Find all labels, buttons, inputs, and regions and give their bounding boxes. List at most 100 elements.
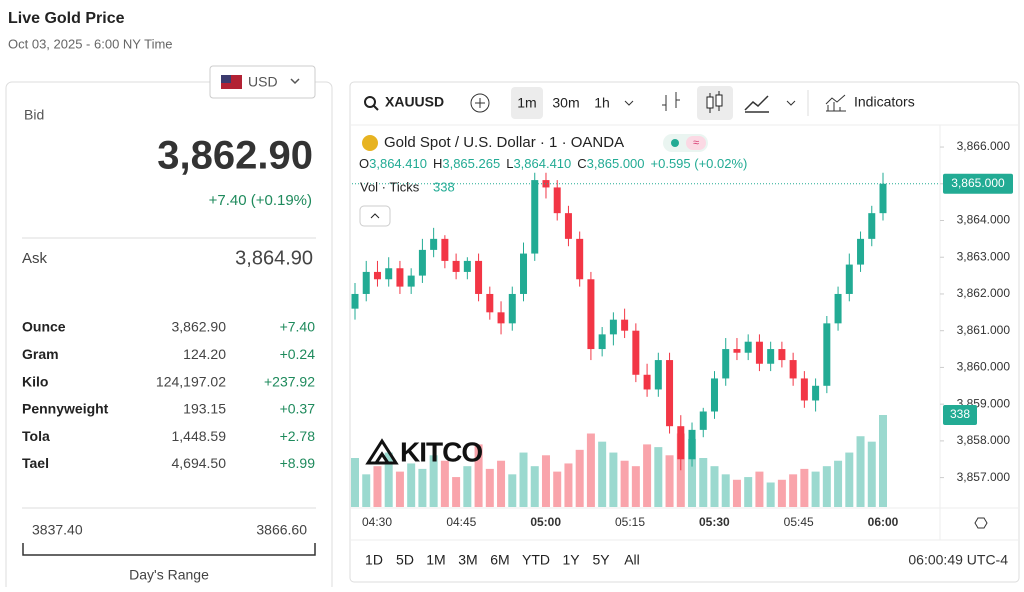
volume-bar <box>879 415 887 507</box>
bar-style-icon[interactable] <box>662 92 680 111</box>
candle-body <box>531 180 539 254</box>
candle-icon <box>715 94 723 107</box>
candle-body <box>621 319 629 331</box>
volume-label: Vol · Ticks <box>360 179 420 194</box>
ohlc-key: O <box>359 156 369 171</box>
candle-body <box>834 293 842 324</box>
candle-body <box>778 349 786 361</box>
x-tick-label: 05:15 <box>615 515 645 529</box>
area-icon[interactable] <box>744 95 769 113</box>
candle-body <box>486 293 494 313</box>
chevron[interactable] <box>786 100 796 106</box>
volume-bar <box>856 436 865 507</box>
unit-price: 193.15 <box>183 401 226 417</box>
candle-body <box>351 293 359 309</box>
ohlc-key: L <box>506 156 513 171</box>
unit-change: +2.78 <box>280 428 316 444</box>
candle-body <box>362 271 370 294</box>
volume-bar <box>620 460 629 507</box>
ohlc-value: 3,865.265 <box>442 156 500 171</box>
volume-bar <box>609 452 618 507</box>
symbol[interactable]: XAUUSD <box>385 94 444 110</box>
candle-body <box>609 319 617 335</box>
volume-bar <box>373 466 382 507</box>
range-bar <box>22 543 316 556</box>
volume-bar <box>800 468 809 507</box>
range-button[interactable]: 1Y <box>562 552 580 568</box>
range-high: 3866.60 <box>256 522 307 538</box>
volume-bar <box>508 474 517 507</box>
range-button[interactable]: 1M <box>426 552 445 568</box>
search-icon[interactable] <box>364 96 376 108</box>
range-button[interactable]: All <box>624 552 640 568</box>
last-price-badge <box>943 173 1013 194</box>
volume-bar <box>665 455 674 507</box>
interval[interactable]: 1m <box>517 95 536 111</box>
volume-legend: 338 <box>433 179 455 194</box>
quote-panel <box>5 81 333 592</box>
volume-bar <box>744 477 753 507</box>
volume-bar <box>474 444 483 507</box>
range-button[interactable]: 6M <box>490 552 509 568</box>
volume-bar <box>530 466 539 507</box>
candle-body <box>463 260 471 272</box>
candle-body <box>373 271 381 280</box>
range-button[interactable]: 3M <box>458 552 477 568</box>
volume-bar <box>407 463 416 507</box>
candle-body <box>823 323 831 386</box>
candle-body <box>564 213 572 239</box>
range-button[interactable]: 5Y <box>592 552 610 568</box>
volume-bar <box>822 466 831 507</box>
candle-body <box>418 249 426 276</box>
volume-bar <box>643 444 652 507</box>
range-label: Day's Range <box>129 567 209 583</box>
ohlc-legend: O3,864.410 H3,865.265 L3,864.410 C3,865.000… <box>359 156 747 171</box>
watermark: KITCO <box>400 436 482 467</box>
volume-badge-label: 338 <box>950 407 970 421</box>
unit-price: 3,862.90 <box>172 319 227 335</box>
unit-table: Ounce 3,862.90 +7.40 Gram 124.20 +0.24 Kilo 124… <box>22 319 315 472</box>
unit-price: 124,197.02 <box>156 373 226 389</box>
range-button[interactable]: 1D <box>365 552 383 568</box>
candle-body <box>587 279 595 350</box>
collapse-button[interactable] <box>359 205 391 227</box>
candle-body <box>812 385 820 401</box>
chevron[interactable] <box>624 100 634 106</box>
currency-select[interactable] <box>209 65 316 99</box>
volume-bar <box>497 460 506 507</box>
y-tick-label: 3,861.000 <box>957 323 1011 337</box>
indicators-icon[interactable] <box>825 94 846 112</box>
settings-icon[interactable] <box>974 517 988 529</box>
candle-body <box>710 378 718 412</box>
ask: 3,864.90 <box>235 247 313 269</box>
volume-bar <box>395 471 404 507</box>
indicators[interactable]: Indicators <box>854 94 915 110</box>
add-button[interactable] <box>470 93 490 113</box>
volume-bar <box>463 466 472 507</box>
search-icon <box>373 105 379 111</box>
interval[interactable]: 30m <box>552 95 579 111</box>
volume-bar <box>452 477 461 507</box>
y-tick-label: 3,866.000 <box>957 139 1011 153</box>
volume-bar <box>811 471 820 507</box>
volume-badge <box>943 405 977 425</box>
delayed-pill <box>686 136 706 150</box>
range-button[interactable]: YTD <box>522 552 550 568</box>
volume-bar <box>777 479 786 507</box>
subtitle: Oct 03, 2025 - 6:00 NY Time <box>8 36 173 51</box>
interval[interactable]: 1h <box>594 95 610 111</box>
volume-bar <box>519 452 528 507</box>
unit-change: +7.40 <box>280 319 316 335</box>
change: +7.40 (+0.19%) <box>209 192 312 209</box>
candle-style[interactable] <box>697 86 733 120</box>
ohlc-key: C <box>577 156 586 171</box>
y-tick-label: 3,864.000 <box>957 213 1011 227</box>
range-button[interactable]: 5D <box>396 552 414 568</box>
ranges: 1D 5D 1M 3M 6M YTD 1Y 5Y All <box>365 552 640 568</box>
candle-body <box>677 426 685 460</box>
x-tick-label: 05:30 <box>699 515 730 529</box>
gold-icon <box>362 135 378 151</box>
y-tick-label: 3,863.000 <box>957 249 1011 263</box>
volume-bar <box>351 458 359 507</box>
